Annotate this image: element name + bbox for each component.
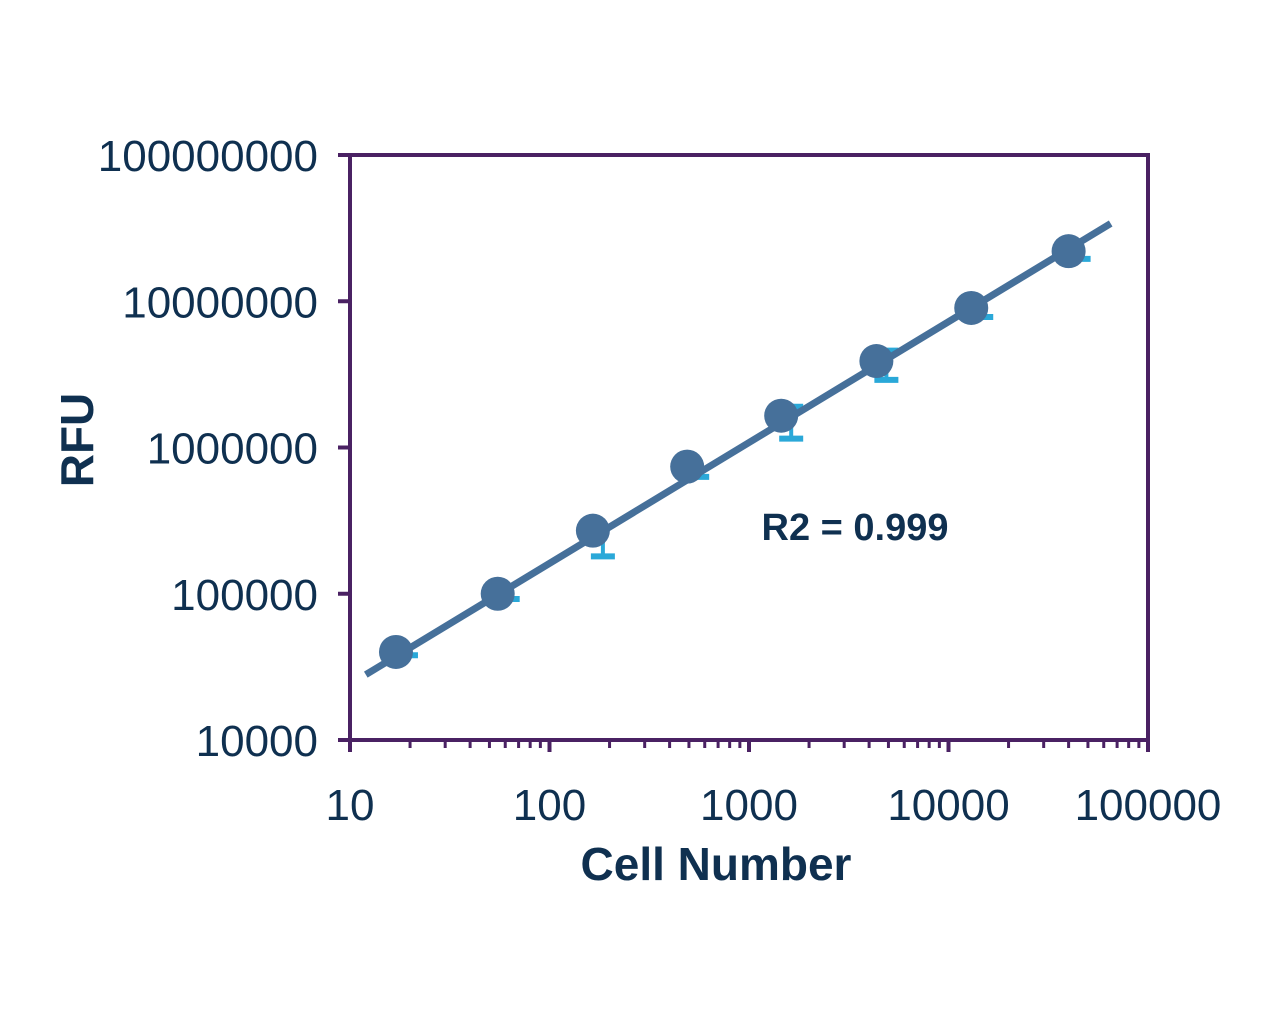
x-tick-label: 10000 (887, 781, 1009, 830)
plot-frame (348, 153, 1150, 742)
x-tick-label: 100000 (1075, 781, 1222, 830)
r2-annotation: R2 = 0.999 (762, 507, 949, 549)
ticks (338, 153, 1150, 752)
axes (348, 153, 1150, 742)
x-tick-label: 10 (326, 781, 375, 830)
data-point (859, 344, 894, 379)
x-axis-title: Cell Number (581, 838, 852, 890)
data-point (764, 398, 799, 433)
y-tick-label: 10000 (196, 717, 318, 766)
x-tick-label: 1000 (700, 781, 798, 830)
data-point (378, 634, 413, 669)
y-tick-label: 1000000 (147, 425, 318, 474)
data-point (954, 290, 989, 325)
data-point (1051, 234, 1086, 269)
data-point (670, 449, 705, 484)
y-tick-label: 100000000 (98, 132, 318, 181)
y-tick-label: 10000000 (122, 278, 318, 327)
y-tick-label: 100000 (171, 571, 318, 620)
x-tick-label: 100 (513, 781, 586, 830)
trendline-layer (363, 220, 1113, 678)
data-points (378, 234, 1086, 669)
trendline (363, 220, 1113, 678)
data-point (480, 576, 515, 611)
data-point (575, 513, 610, 548)
y-axis-title: RFU (51, 393, 103, 488)
